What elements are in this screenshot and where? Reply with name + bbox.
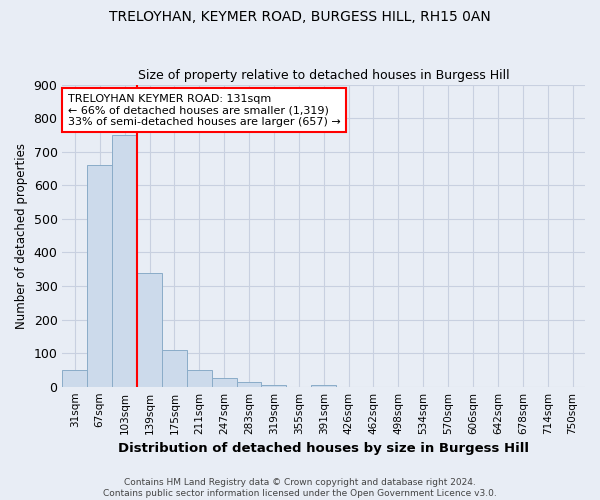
Bar [311,385,336,386]
Title: Size of property relative to detached houses in Burgess Hill: Size of property relative to detached ho… [138,69,509,82]
Bar [112,135,137,386]
Text: Contains HM Land Registry data © Crown copyright and database right 2024.
Contai: Contains HM Land Registry data © Crown c… [103,478,497,498]
Bar [137,272,162,386]
X-axis label: Distribution of detached houses by size in Burgess Hill: Distribution of detached houses by size … [118,442,529,455]
Bar [88,165,112,386]
Y-axis label: Number of detached properties: Number of detached properties [15,142,28,328]
Bar [212,378,236,386]
Bar [262,385,286,386]
Bar [236,382,262,386]
Bar [187,370,212,386]
Text: TRELOYHAN KEYMER ROAD: 131sqm
← 66% of detached houses are smaller (1,319)
33% o: TRELOYHAN KEYMER ROAD: 131sqm ← 66% of d… [68,94,340,127]
Text: TRELOYHAN, KEYMER ROAD, BURGESS HILL, RH15 0AN: TRELOYHAN, KEYMER ROAD, BURGESS HILL, RH… [109,10,491,24]
Bar [62,370,88,386]
Bar [162,350,187,387]
